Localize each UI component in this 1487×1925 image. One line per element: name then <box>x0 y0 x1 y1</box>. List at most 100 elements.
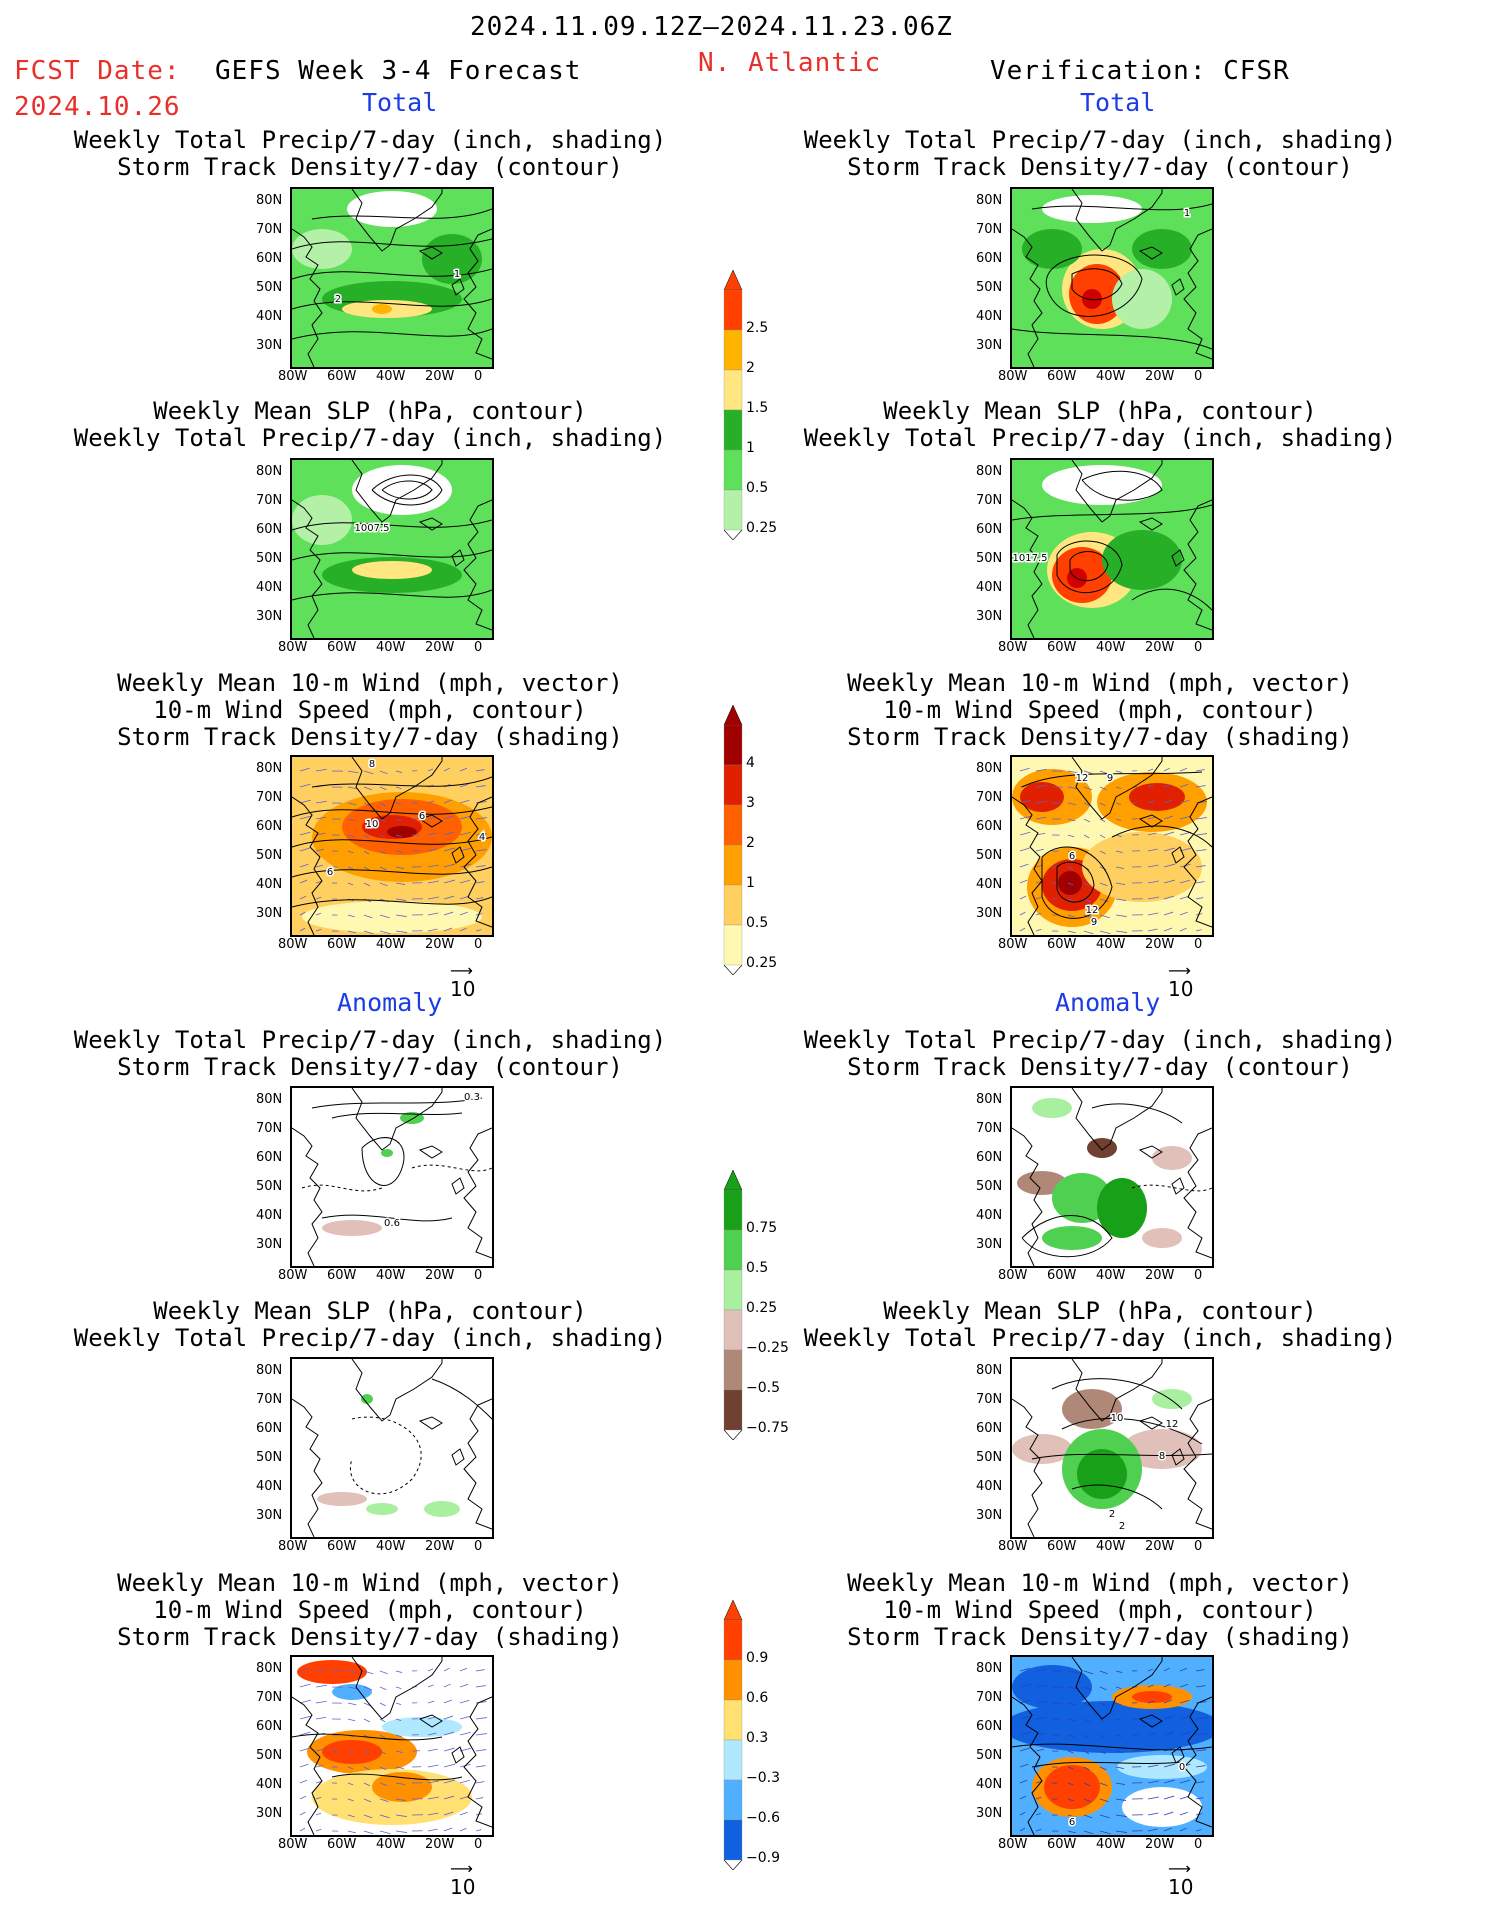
wind-vector <box>395 786 402 789</box>
wind-vector <box>395 1782 406 1785</box>
wind-vector <box>459 911 468 916</box>
shading-region <box>1022 229 1082 269</box>
colorbar-label: 1.5 <box>746 400 769 416</box>
wind-vector <box>427 1796 439 1800</box>
coast-north-america <box>1012 228 1043 367</box>
wind-vector <box>315 768 327 772</box>
lat-tick-label: 60N <box>976 1150 1003 1165</box>
colorbar-swatch <box>723 1389 743 1431</box>
lat-tick-label: 80N <box>256 761 283 776</box>
wind-vector <box>379 882 388 887</box>
wind-vector <box>363 786 373 791</box>
wind-vector <box>1179 1699 1190 1704</box>
wind-vector <box>1019 895 1027 900</box>
wind-vector <box>1163 1811 1174 1816</box>
map-panel-verif-slp-precip: 1017.5 <box>1010 458 1214 640</box>
contour-line <box>1031 203 1212 211</box>
lat-tick-label: 60N <box>976 1421 1003 1436</box>
lat-tick-label: 50N <box>976 848 1003 863</box>
contour-line <box>349 1416 422 1495</box>
lon-tick-label: 40W <box>1096 369 1126 384</box>
title-line: Weekly Mean 10-m Wind (mph, vector) <box>117 1569 623 1597</box>
wind-vector <box>395 1750 403 1753</box>
coast-north-america <box>1012 1398 1043 1537</box>
wind-vector <box>1035 1796 1042 1800</box>
wind-vector <box>363 802 371 807</box>
wind-vector <box>347 1814 355 1818</box>
wind-vector <box>379 914 390 919</box>
wind-vector <box>475 1749 487 1752</box>
wind-vector <box>459 1827 467 1832</box>
shading-region <box>387 826 417 838</box>
contour-label: 4 <box>479 832 485 843</box>
wind-vector <box>443 1779 455 1784</box>
wind-vector <box>443 847 455 852</box>
lat-tick-label: 70N <box>976 1121 1003 1136</box>
contour-lines <box>1012 1743 1212 1768</box>
wind-vector <box>315 1668 327 1672</box>
contour-line <box>1071 268 1123 301</box>
colorbar-swatch <box>723 804 743 846</box>
contour-line <box>1031 1761 1183 1768</box>
wind-vector <box>347 834 355 838</box>
contour-line <box>292 298 492 310</box>
lon-tick-label: 80W <box>278 1268 308 1283</box>
contour-line <box>292 519 492 531</box>
wind-vector <box>1195 1797 1204 1800</box>
shading-region <box>1097 1178 1147 1238</box>
vector-ref-p9: ⟶ 10 <box>450 1861 475 1900</box>
wind-vector <box>475 1669 485 1672</box>
coast-iceland <box>1138 1714 1163 1728</box>
colorbar-swatch <box>723 724 743 766</box>
lat-tick-label: 30N <box>256 1806 283 1821</box>
wind-vector <box>1163 927 1173 932</box>
product-title: GEFS Week 3-4 Forecast <box>215 56 582 86</box>
coastline <box>1012 460 1212 638</box>
wind-vector <box>427 1780 440 1784</box>
lon-tick-label: 80W <box>998 640 1028 655</box>
colorbar-swatch <box>723 1739 743 1781</box>
title-p9: Weekly Mean 10-m Wind (mph, vector) 10-m… <box>70 1570 670 1651</box>
shading-region <box>352 561 432 579</box>
contour-line <box>292 866 492 878</box>
coast-north-america <box>1012 499 1043 638</box>
wind-vector <box>1115 914 1127 917</box>
lat-tick-label: 40N <box>256 1208 283 1223</box>
coast-greenland <box>1071 189 1163 252</box>
map-panel-anom-verif-precip-track <box>1010 1086 1214 1268</box>
wind-vector <box>395 930 408 933</box>
wind-vector <box>1195 1717 1208 1720</box>
vector-ref-value: 10 <box>1168 977 1194 1001</box>
title-line: Weekly Total Precip/7-day (inch, shading… <box>73 424 667 452</box>
wind-vector <box>1083 1814 1093 1819</box>
map-canvas <box>292 1359 492 1537</box>
wind-vector <box>1083 930 1094 935</box>
colorbar-swatch <box>723 924 743 966</box>
colorbar-swatch <box>723 1659 743 1701</box>
wind-vector <box>443 911 454 916</box>
wind-vector <box>1035 800 1047 804</box>
colorbar-swatch <box>723 1229 743 1271</box>
lat-tick-label: 80N <box>976 464 1003 479</box>
colorbar-swatch <box>723 289 743 331</box>
wind-vector <box>1163 1779 1175 1784</box>
lat-tick-label: 50N <box>256 1450 283 1465</box>
wind-vector <box>427 880 440 884</box>
colorbar-label: −0.6 <box>746 1810 780 1826</box>
shading-region <box>1132 1691 1172 1703</box>
wind-vector <box>379 1670 388 1675</box>
wind-vector <box>363 1766 370 1771</box>
coast-north-america <box>292 1398 323 1537</box>
contour-label: 0 <box>1179 1762 1185 1773</box>
wind-vectors <box>299 1667 488 1835</box>
coast-north-america <box>292 499 323 638</box>
colorbar-label: 0.5 <box>746 1260 769 1276</box>
colorbar-cap <box>723 964 743 976</box>
wind-vector <box>299 895 307 900</box>
title-line: 10-m Wind Speed (mph, contour) <box>153 696 587 724</box>
lon-tick-label: 80W <box>998 369 1028 384</box>
coast-iceland <box>418 517 443 531</box>
wind-vector <box>315 1764 323 1768</box>
wind-vector <box>1147 1732 1157 1736</box>
coast-british-isles <box>1171 278 1185 296</box>
